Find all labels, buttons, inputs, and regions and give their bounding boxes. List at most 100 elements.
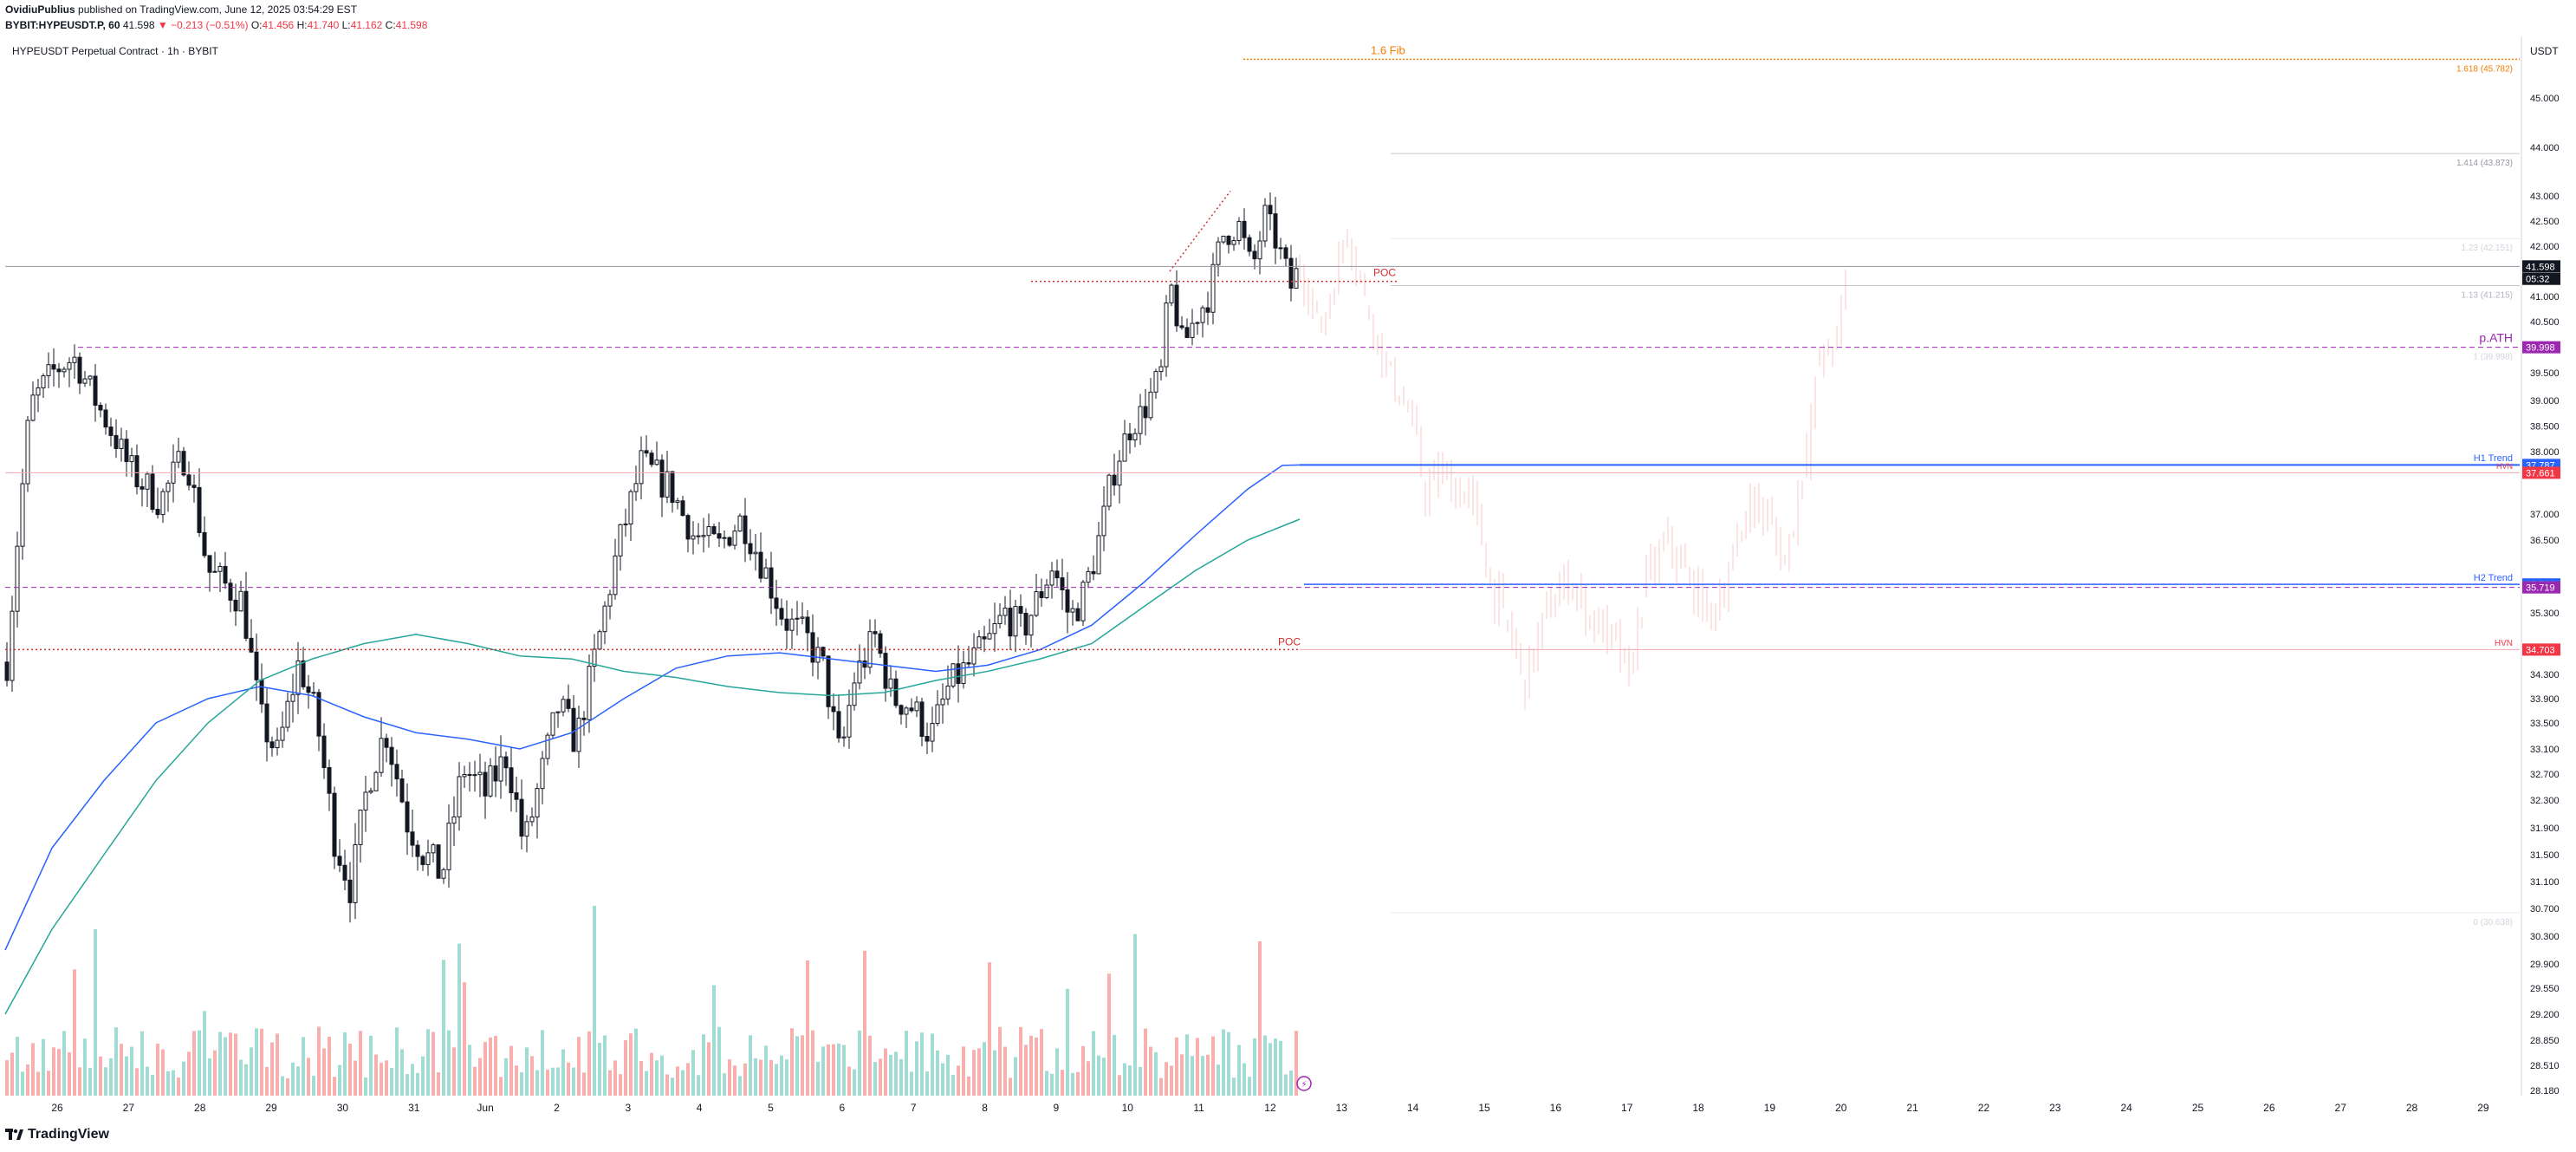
volume-bar [198,1030,201,1096]
volume-bar [62,1031,66,1096]
volume-bar [1185,1034,1189,1096]
volume-bar [88,1067,92,1096]
volume-bar [925,1071,929,1096]
fib-level-label: 1.23 (42.151) [2462,244,2514,253]
fib-level-label: 1 (39.998) [2473,353,2513,362]
y-tick-label: 33.100 [2530,745,2560,755]
volume-bar [130,1046,133,1096]
candle-body [410,831,415,846]
volume-bar [509,1045,513,1096]
volume-bar [421,1056,425,1096]
candle-body [114,434,119,449]
candle-body [597,631,602,650]
candle-body [249,637,254,653]
volume-bar [561,1049,565,1096]
candle-body [800,616,805,619]
volume-bar [26,1064,29,1096]
volume-bar [390,1068,393,1096]
x-tick-label: 5 [768,1102,774,1114]
candle-body [1148,391,1153,419]
volume-bar [172,1070,175,1096]
volume-bar [1092,1031,1095,1096]
candle-body [1060,577,1065,590]
candle-body [602,605,607,633]
tradingview-logo[interactable]: TradingView [5,1127,109,1142]
candle-body [1013,606,1018,637]
x-tick-label: 26 [51,1102,63,1114]
candle-body [301,660,306,687]
candle-body [675,500,680,504]
volume-bar [1081,1045,1085,1096]
volume-bar [593,906,596,1096]
y-tick-label: 35.300 [2530,609,2560,619]
candle-body [628,491,633,525]
candle-body [10,610,15,681]
candle-body [88,375,93,380]
candle-body [1023,612,1028,636]
volume-bar [21,1071,24,1096]
volume-bar [1014,1057,1017,1096]
fib-level-label: 1.618 (45.782) [2456,64,2513,74]
candle-body [1034,591,1039,616]
volume-bar [873,1062,877,1096]
candle-body [1086,570,1091,583]
volume-bar [842,1045,846,1096]
volume-bar [811,1030,814,1096]
volume-bar [83,1038,87,1096]
candle-body [290,693,295,702]
volume-bar [837,1043,840,1096]
volume-bar [1217,1064,1220,1096]
candle-body [982,636,987,640]
x-tick-label: 31 [408,1102,420,1114]
candle-body [233,599,238,612]
volume-bar [671,1077,674,1096]
x-tick-label: 27 [2335,1102,2347,1114]
volume-bar [691,1050,695,1096]
fib-1.6-label: 1.6 Fib [1371,44,1405,57]
candle-body [815,647,821,663]
x-tick-label: 30 [337,1102,349,1114]
volume-bar [218,1032,222,1096]
volume-bar [1191,1056,1194,1096]
h1-trend-label: H1 Trend [2474,453,2513,464]
candle-body [1075,608,1080,622]
candle-body [1002,608,1008,616]
candle-body [1080,582,1086,622]
volume-bar [104,1067,107,1096]
volume-bar [224,1037,227,1096]
hvn-label-lower: HVN [2495,639,2513,648]
candle-body [353,843,358,903]
candle-body [1070,608,1075,613]
candle-body [753,551,758,555]
candle-body [347,879,353,903]
candle-body [977,636,982,648]
candle-body [1236,220,1242,242]
volume-bar [520,1072,523,1096]
volume-bar [255,1028,258,1096]
y-tick-label: 39.000 [2530,396,2560,407]
volume-bar [587,1031,591,1096]
volume-bar [73,969,76,1096]
volume-bar [754,1058,757,1096]
y-tick-label: 31.900 [2530,823,2560,834]
candle-body [633,483,639,492]
volume-bar [10,1052,14,1096]
volume-bar [1144,1028,1147,1096]
volume-bar [468,1045,471,1096]
volume-bar [1029,1035,1033,1096]
candle-body [1044,584,1049,598]
candle-body [701,535,706,537]
volume-bar [338,1064,341,1096]
candle-body [1231,240,1236,245]
candle-body [165,482,171,492]
volume-bar [634,1028,638,1096]
candle-body [394,764,399,780]
volume-bar [1170,1065,1173,1096]
volume-bar [447,1030,451,1096]
y-tick-label: 34.300 [2530,670,2560,680]
currency-label[interactable]: USDT [2530,45,2559,57]
volume-bar [437,1072,440,1096]
volume-bar [380,1063,383,1096]
y-tick-label: 38.500 [2530,422,2560,433]
